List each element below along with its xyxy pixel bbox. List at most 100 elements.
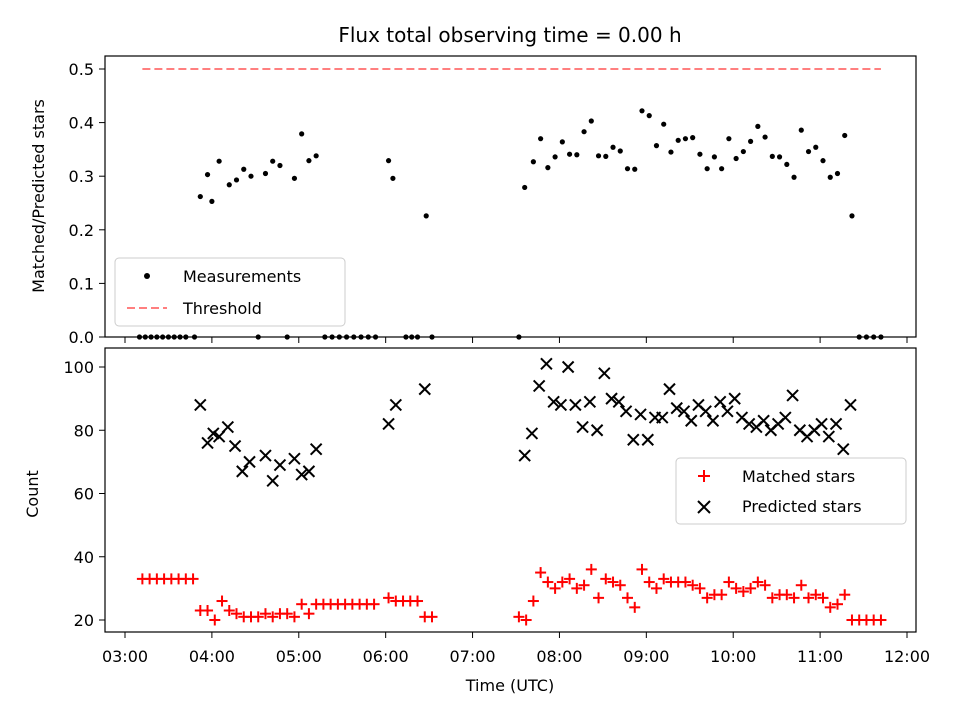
measurement-point	[776, 154, 783, 160]
matched-star-point	[288, 611, 300, 623]
measurement-point	[241, 166, 247, 172]
measurement-point	[813, 144, 819, 150]
legend-predicted-marker	[697, 500, 711, 514]
matched-star-point	[803, 592, 815, 604]
predicted-star-point	[757, 414, 770, 427]
measurement-point	[762, 134, 768, 140]
measurement-point	[233, 177, 240, 183]
matched-star-point	[730, 582, 742, 594]
legend-matched-label: Matched stars	[742, 467, 855, 486]
measurement-point	[639, 108, 645, 114]
measurement-point	[690, 135, 696, 141]
predicted-star-point	[228, 439, 242, 453]
measurement-point	[423, 213, 429, 219]
bottom-series-layer	[136, 357, 887, 626]
predicted-star-point	[569, 398, 582, 412]
bottom-x-tick-label: 03:00	[102, 647, 148, 666]
predicted-star-point	[641, 433, 654, 446]
predicted-star-point	[382, 417, 395, 431]
predicted-star-point	[656, 411, 669, 424]
predicted-star-point	[236, 465, 249, 478]
predicted-star-point	[561, 360, 575, 374]
matched-star-point	[520, 614, 532, 626]
predicted-star-point	[243, 455, 256, 469]
measurement-point	[313, 153, 319, 159]
predicted-star-point	[699, 405, 712, 418]
measurement-point	[390, 175, 396, 181]
bottom-x-tick-label: 04:00	[189, 647, 235, 666]
matched-star-point	[383, 592, 395, 604]
measurement-point	[248, 173, 254, 179]
bottom-y-tick-label: 100	[63, 358, 94, 377]
matched-star-point	[267, 611, 279, 623]
legend-measurements-label: Measurements	[183, 267, 301, 286]
predicted-star-point	[547, 395, 560, 408]
matched-star-point	[593, 592, 605, 604]
predicted-star-point	[822, 430, 836, 443]
bottom-y-tick-label: 20	[74, 611, 94, 630]
measurement-point	[682, 136, 689, 142]
predicted-star-point	[837, 443, 850, 456]
measurement-point	[675, 137, 681, 143]
matched-star-point	[412, 595, 424, 607]
predicted-star-point	[728, 392, 741, 405]
matched-star-point	[766, 592, 778, 604]
measurement-point	[769, 153, 775, 159]
top-y-tick-label: 0.0	[69, 328, 94, 347]
predicted-star-point	[742, 417, 756, 431]
predicted-star-point	[627, 433, 640, 446]
measurement-point	[574, 152, 580, 158]
measurement-point	[270, 158, 276, 164]
matched-star-point	[810, 589, 822, 601]
bottom-legend-box	[675, 457, 907, 525]
predicted-star-point	[713, 395, 727, 408]
bottom-x-tick-label: 10:00	[710, 647, 756, 666]
matched-star-point	[687, 579, 699, 591]
predicted-star-point	[598, 367, 611, 380]
bottom-y-tick-label: 80	[74, 421, 94, 440]
predicted-star-point	[829, 417, 843, 431]
measurement-point	[610, 144, 616, 150]
measurement-point	[733, 155, 739, 162]
top-x-tick-marks	[124, 337, 908, 343]
measurement-point	[784, 161, 790, 168]
bottom-x-tick-label: 07:00	[450, 647, 496, 666]
top-y-tick-label: 0.1	[69, 274, 94, 293]
predicted-star-point	[706, 414, 720, 427]
measurement-point	[603, 153, 609, 159]
measurement-point	[522, 184, 528, 191]
measurement-point	[277, 162, 283, 169]
predicted-star-point	[844, 398, 857, 412]
matched-star-point	[556, 576, 568, 588]
measurement-point	[291, 175, 298, 181]
matched-star-point	[795, 579, 807, 591]
measurement-point	[226, 182, 232, 188]
top-y-tick-label: 0.4	[69, 114, 94, 133]
matched-star-point	[585, 563, 597, 575]
predicted-star-point	[619, 405, 633, 418]
top-panel: 0.0 0.1 0.2 0.3 0.4 0.5 Matched/Predicted sta…	[29, 55, 917, 347]
matched-star-point	[223, 605, 235, 617]
predicted-star-point	[786, 389, 799, 402]
predicted-star-point	[670, 401, 683, 415]
bottom-y-tick-label: 60	[74, 485, 94, 504]
bottom-x-tick-label: 11:00	[797, 647, 843, 666]
top-y-ticks: 0.0 0.1 0.2 0.3 0.4 0.5	[69, 60, 105, 347]
predicted-star-point	[288, 452, 301, 465]
measurement-point	[595, 153, 602, 159]
bottom-plot-frame	[104, 347, 917, 633]
measurement-point	[545, 165, 551, 171]
matched-star-point	[527, 595, 539, 607]
measurement-point	[827, 174, 833, 180]
top-legend: Measurements Threshold	[114, 257, 346, 327]
predicted-star-point	[554, 398, 568, 412]
predicted-star-point	[540, 357, 553, 371]
legend-threshold-label: Threshold	[182, 299, 262, 318]
measurement-point	[711, 154, 717, 160]
predicted-star-point	[389, 398, 403, 412]
measurement-point	[204, 171, 211, 178]
matched-star-point	[202, 605, 214, 617]
predicted-star-point	[259, 449, 272, 462]
predicted-star-point	[532, 379, 546, 393]
matched-star-point	[658, 573, 670, 585]
